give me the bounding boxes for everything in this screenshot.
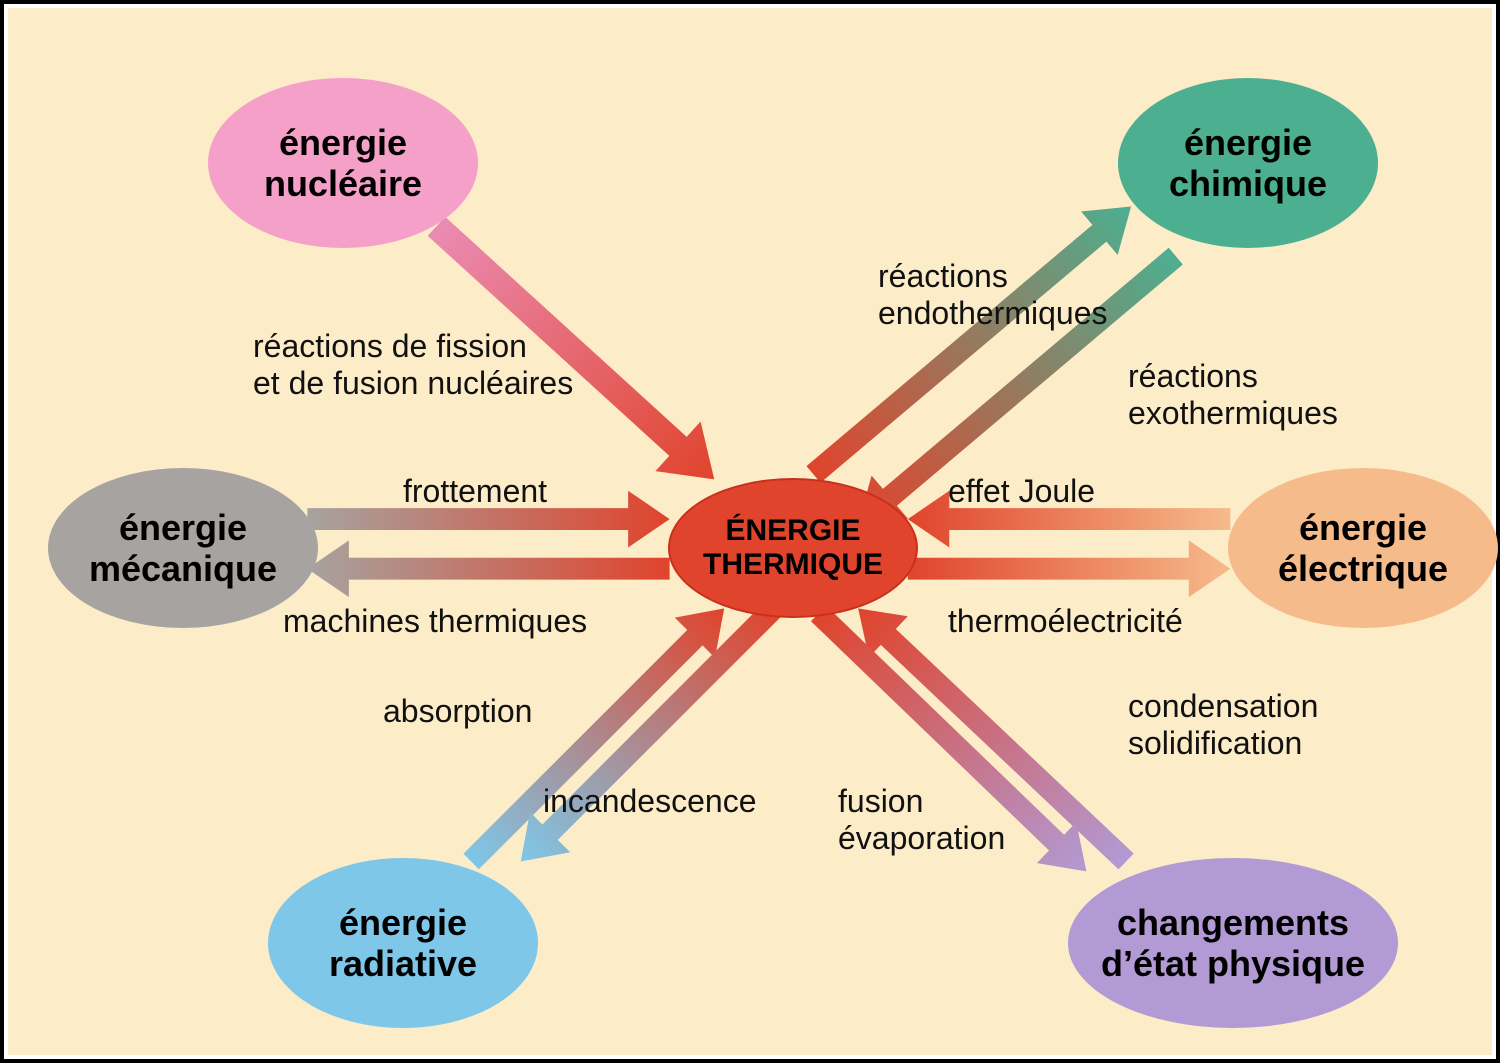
label-fusion: fusion évaporation [838,783,1005,857]
label-machines: machines thermiques [283,603,587,640]
arrow-rad-in [463,608,724,869]
diagram-canvas: ÉNERGIE THERMIQUE énergie nucléaire énergi… [8,8,1492,1055]
label-absorption: absorption [383,693,532,730]
label-endo: réactions endothermiques [878,258,1107,332]
node-electrique: énergie électrique [1228,468,1498,628]
node-mecanique: énergie mécanique [48,468,318,628]
label-incand: incandescence [543,783,756,820]
arrow-mec-out [307,540,669,597]
label-frottement: frottement [403,473,547,510]
arrow-elec-out [908,540,1231,597]
label-fission: réactions de fission et de fusion nucléa… [253,328,573,402]
label-cond: condensation solidification [1128,688,1318,762]
label-exo: réactions exothermiques [1128,358,1338,432]
node-nucleaire: énergie nucléaire [208,78,478,248]
node-center-thermique: ÉNERGIE THERMIQUE [668,478,918,618]
diagram-frame: ÉNERGIE THERMIQUE énergie nucléaire énergi… [0,0,1500,1063]
node-changements: changements d’état physique [1068,858,1398,1028]
node-radiative: énergie radiative [268,858,538,1028]
label-thermoelec: thermoélectricité [948,603,1183,640]
label-joule: effet Joule [948,473,1095,510]
node-chimique: énergie chimique [1118,78,1378,248]
